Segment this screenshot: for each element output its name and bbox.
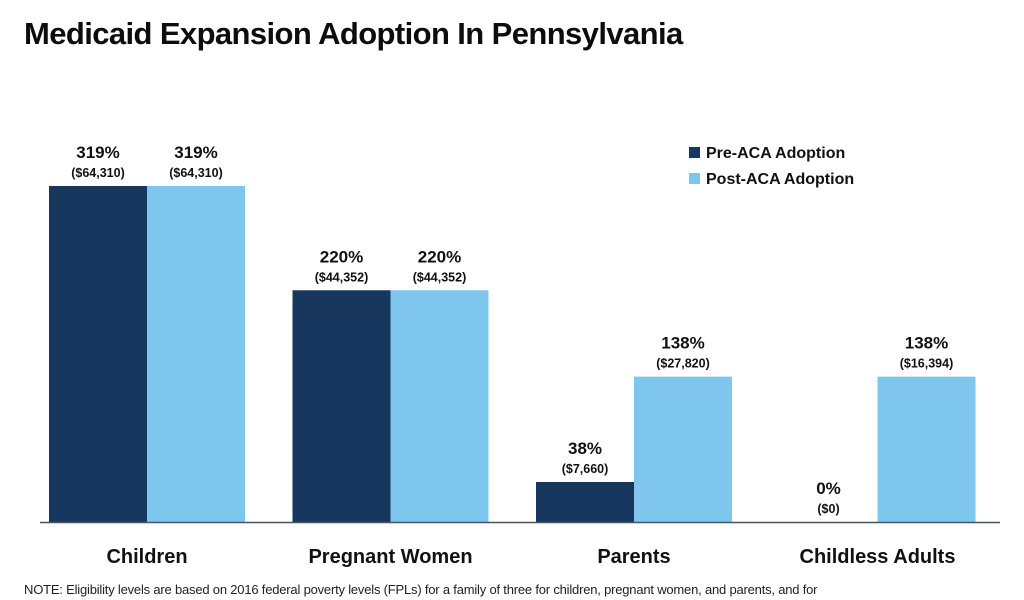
data-label-dollar: ($64,310) (169, 166, 223, 180)
bar-post-0 (147, 186, 245, 522)
category-label: Childless Adults (800, 546, 956, 568)
data-label-dollar: ($44,352) (315, 270, 369, 284)
data-label-percent: 220% (418, 247, 461, 266)
legend-label: Post-ACA Adoption (706, 171, 854, 188)
data-label-dollar: ($16,394) (900, 357, 954, 371)
footnote: NOTE: Eligibility levels are based on 20… (24, 582, 818, 597)
legend-swatch-pre (689, 147, 700, 158)
category-label: Parents (597, 546, 670, 568)
data-label-percent: 38% (568, 439, 602, 458)
bar-pre-0 (49, 186, 147, 522)
data-label-dollar: ($44,352) (413, 270, 467, 284)
data-label-percent: 220% (320, 247, 363, 266)
bar-pre-1 (292, 290, 391, 522)
bar-post-2 (634, 376, 732, 522)
data-label-dollar: ($27,820) (656, 357, 710, 371)
data-label-percent: 319% (174, 143, 217, 162)
legend-label: Pre-ACA Adoption (706, 145, 845, 162)
category-label: Pregnant Women (308, 546, 472, 568)
data-label-percent: 319% (76, 143, 119, 162)
legend-swatch-post (689, 173, 700, 184)
bar-post-1 (390, 290, 489, 522)
data-label-percent: 138% (905, 334, 948, 353)
bar-pre-2 (536, 481, 634, 522)
chart-title: Medicaid Expansion Adoption In Pennsylva… (24, 16, 683, 51)
data-label-percent: 138% (661, 334, 704, 353)
data-label-dollar: ($0) (817, 502, 839, 516)
category-label: Children (106, 546, 187, 568)
data-label-dollar: ($64,310) (71, 166, 125, 180)
data-label-dollar: ($7,660) (562, 462, 609, 476)
bar-post-3 (877, 376, 976, 522)
data-label-percent: 0% (816, 479, 841, 498)
